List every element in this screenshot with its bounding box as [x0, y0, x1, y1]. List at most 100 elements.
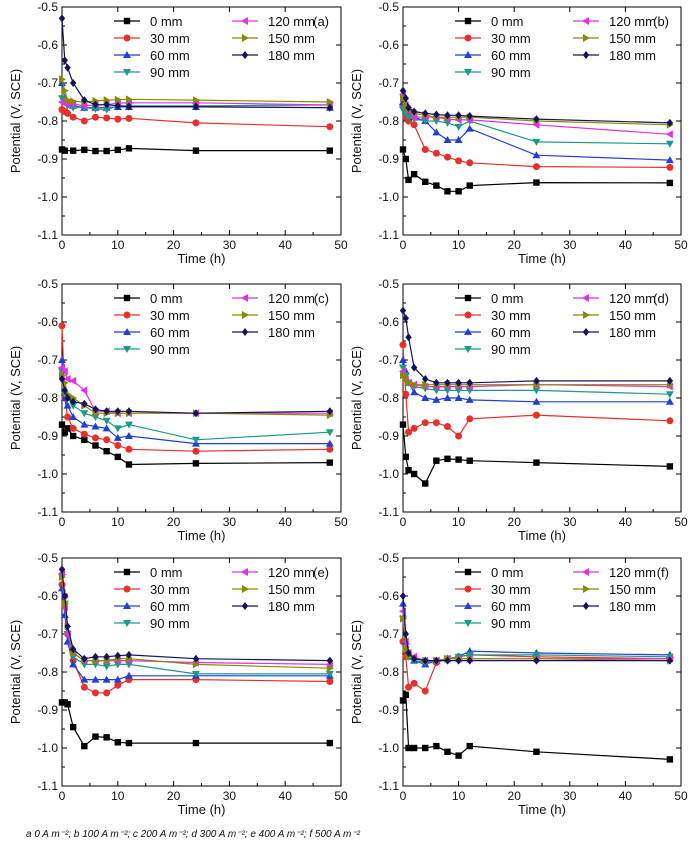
data-point-0-mm	[64, 425, 71, 432]
legend-marker-150-mm	[242, 585, 249, 593]
panel-d: 0 10 20 30 40 50 -0.5 -0.6 -0.7 -0.8 -0.9 -1.0 -1.1 T…	[349, 277, 688, 543]
data-point-0-mm	[399, 146, 407, 153]
data-point-30-mm	[91, 689, 99, 697]
data-point-90-mm	[325, 670, 334, 678]
panel-tag: (b)	[653, 14, 669, 29]
data-point-60-mm	[399, 356, 407, 363]
data-point-60-mm	[421, 394, 430, 401]
legend-marker-30-mm	[123, 311, 131, 319]
legend-label-30-mm: 30 mm	[150, 582, 190, 597]
data-point-30-mm	[69, 424, 77, 432]
y-tick-label: -0.7	[37, 353, 58, 367]
data-point-30-mm	[432, 149, 440, 157]
x-tick-label: 50	[674, 789, 688, 803]
data-point-150-mm	[192, 660, 200, 669]
x-axis-label: Time (h)	[518, 251, 566, 266]
series-line-0-mm	[62, 701, 330, 748]
y-axis-label: Potential (V, SCE)	[8, 69, 23, 173]
legend-marker-120-mm	[241, 294, 248, 302]
panel-tag: (a)	[313, 14, 329, 29]
x-tick-label: 0	[59, 515, 66, 529]
data-point-0-mm	[326, 147, 334, 154]
panel-a: 0 10 20 30 40 50 -0.5 -0.6 -0.7 -0.8 -0.9 -1.0 -1.1 T…	[8, 0, 348, 266]
data-point-180-mm	[433, 378, 440, 387]
legend-label-0-mm: 0 mm	[150, 291, 183, 306]
legend-marker-30-mm	[123, 585, 131, 593]
data-point-0-mm	[81, 436, 88, 443]
legend-marker-60-mm	[123, 328, 131, 335]
legend-label-30-mm: 30 mm	[491, 31, 531, 46]
data-point-90-mm	[665, 140, 674, 148]
data-point-60-mm	[69, 413, 78, 420]
legend-marker-150-mm	[583, 585, 590, 593]
data-point-0-mm	[103, 147, 110, 155]
data-point-180-mm	[399, 306, 407, 315]
y-tick-label: -1.0	[378, 741, 399, 755]
y-tick-label: -0.5	[37, 0, 58, 14]
y-tick-label: -0.6	[37, 589, 58, 603]
legend-label-0-mm: 0 mm	[150, 565, 183, 580]
data-point-180-mm	[399, 86, 407, 95]
data-point-90-mm	[325, 429, 334, 437]
data-point-30-mm	[666, 417, 674, 425]
series-line-150-mm	[61, 374, 330, 416]
data-point-60-mm	[532, 151, 541, 159]
data-point-30-mm	[455, 157, 463, 165]
y-tick-label: -1.0	[37, 190, 58, 204]
data-point-180-mm	[192, 654, 200, 663]
data-point-30-mm	[432, 419, 440, 427]
data-point-0-mm	[533, 748, 540, 755]
data-point-150-mm	[192, 96, 200, 105]
data-point-180-mm	[455, 378, 462, 387]
legend-label-0-mm: 0 mm	[150, 14, 183, 29]
data-point-0-mm	[422, 178, 429, 185]
data-point-60-mm	[80, 420, 89, 428]
data-point-180-mm	[399, 592, 407, 600]
data-point-90-mm	[69, 402, 78, 410]
data-point-180-mm	[69, 79, 77, 87]
x-tick-label: 0	[400, 238, 407, 252]
x-tick-label: 40	[279, 238, 293, 252]
data-point-30-mm	[125, 114, 133, 122]
y-tick-label: -0.9	[37, 152, 58, 166]
data-point-0-mm	[125, 145, 133, 152]
data-point-180-mm	[533, 656, 540, 665]
y-tick-label: -0.8	[378, 391, 399, 405]
data-point-30-mm	[443, 153, 451, 161]
x-axis-label: Time (h)	[518, 802, 566, 817]
legend-marker-60-mm	[123, 602, 131, 609]
data-point-0-mm	[399, 697, 407, 704]
x-tick-label: 10	[452, 238, 466, 252]
data-point-0-mm	[103, 448, 110, 455]
legend-label-120-mm: 120 mm	[268, 14, 315, 29]
data-point-60-mm	[665, 156, 674, 164]
y-tick-label: -0.7	[37, 76, 58, 90]
x-tick-label: 10	[452, 515, 466, 529]
legend-label-120-mm: 120 mm	[609, 565, 656, 580]
x-tick-label: 0	[400, 515, 407, 529]
legend-label-120-mm: 120 mm	[609, 291, 656, 306]
data-point-180-mm	[103, 652, 110, 661]
y-tick-label: -0.5	[378, 551, 399, 565]
data-point-90-mm	[102, 106, 111, 114]
data-point-120-mm	[58, 363, 65, 372]
x-tick-label: 30	[223, 238, 237, 252]
data-point-180-mm	[444, 378, 451, 387]
x-tick-label: 20	[508, 238, 522, 252]
series-line-120-mm	[402, 94, 670, 135]
series-line-30-mm	[402, 641, 670, 692]
legend-label-90-mm: 90 mm	[491, 616, 531, 631]
y-tick-label: -0.5	[378, 0, 399, 14]
data-point-30-mm	[80, 683, 88, 691]
data-point-150-mm	[64, 96, 72, 105]
data-point-0-mm	[114, 453, 121, 461]
data-point-180-mm	[466, 378, 473, 387]
data-point-120-mm	[665, 130, 673, 139]
data-point-120-mm	[69, 376, 77, 385]
data-point-180-mm	[103, 407, 110, 416]
data-point-0-mm	[666, 756, 674, 763]
data-point-0-mm	[103, 734, 110, 741]
data-point-0-mm	[326, 739, 334, 747]
legend-marker-180-mm	[241, 328, 249, 336]
data-point-120-mm	[532, 120, 540, 129]
